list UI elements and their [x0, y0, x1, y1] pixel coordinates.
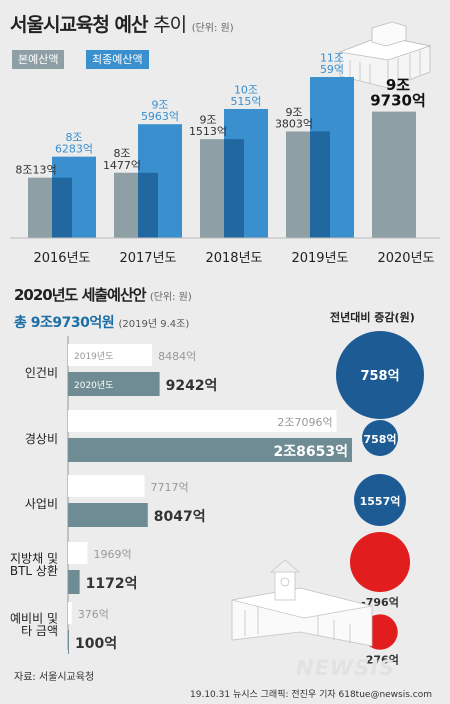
value-label-2020: 1172억: [86, 576, 138, 592]
chart-title: 서울시교육청 예산 추이 (단위: 원): [10, 10, 234, 37]
bar-2019: [68, 602, 72, 624]
credit-line: 19.10.31 뉴시스 그래픽: 전진우 기자 618tue@newsis.c…: [190, 690, 433, 700]
original-value-label: 9조 1513억: [189, 114, 227, 139]
bar-2019: [68, 344, 153, 366]
change-title: 전년대비 증감(원): [330, 311, 415, 324]
bar-overlap: [52, 177, 72, 238]
total-prev: (2019년 9.4조): [118, 319, 190, 330]
bar-2020: [68, 570, 80, 594]
section2-title-text: 2020년도 세출예산안: [14, 286, 147, 304]
category-label: 지방채 및 BTL 상환: [10, 551, 58, 578]
final-value-label: 10조 515억: [230, 83, 261, 108]
total-budget: 총 9조9730억원 (2019년 9.4조): [14, 312, 189, 332]
value-label-2019: 376억: [78, 608, 109, 621]
category-tick-label: 2018년도: [205, 251, 262, 266]
bar-2019: [68, 410, 337, 432]
bar-2019: [68, 475, 145, 497]
source-note: 자료: 서울시교육청: [14, 672, 95, 683]
title-suffix: 추이: [153, 14, 187, 36]
value-label-2020: 9242억: [166, 378, 218, 394]
bar-2020: [68, 503, 148, 527]
highlight-value-label: 9조 9730억: [370, 76, 426, 110]
horizontal-bar-group: 8484억 9242억 2019년도 2020년도 인건비 2조7096억 2조8653억 경…: [10, 336, 352, 654]
change-label: -276억: [361, 654, 399, 667]
change-label: 758억: [363, 433, 396, 446]
category-tick-label: 2020년도: [377, 251, 434, 266]
series-name-2020: 2020년도: [74, 380, 113, 391]
title-unit: (단위: 원): [191, 23, 234, 34]
change-circle: [362, 420, 398, 456]
bar-2020: [68, 630, 69, 654]
category-label: 사업비: [25, 497, 58, 511]
value-label-2019: 2조7096억: [277, 416, 332, 429]
original-value-label: 8조 1477억: [103, 147, 141, 172]
bar-2019: [68, 542, 88, 564]
title-main: 서울시교육청 예산: [10, 14, 148, 36]
value-label-2019: 8484억: [158, 350, 196, 363]
legend-final: 최종예산액: [86, 50, 149, 69]
school-illustration: [231, 559, 373, 647]
final-value-label: 9조 5963억: [141, 99, 179, 124]
change-label: 758억: [360, 369, 399, 384]
watermark: NEWSIS: [296, 656, 396, 680]
bar-overlap: [224, 139, 244, 238]
final-value-label: 11조 59억: [320, 51, 344, 76]
bar-overlap: [310, 131, 330, 238]
legend-original: 본예산액: [12, 50, 65, 69]
value-label-2019: 7717억: [150, 481, 188, 494]
change-label: 1557억: [360, 495, 401, 508]
value-label-2020: 2조8653억: [274, 444, 348, 460]
bar-2020: [68, 372, 160, 396]
category-label: 경상비: [25, 432, 58, 446]
bar-overlap: [138, 172, 158, 238]
value-label-2020: 8047억: [154, 509, 206, 525]
category-tick-label: 2019년도: [291, 251, 348, 266]
original-value-label: 9조 3803억: [275, 106, 313, 131]
bar-original: [372, 111, 416, 238]
change-circle: [336, 331, 424, 419]
final-value-label: 8조 6283억: [55, 131, 93, 156]
original-value-label: 8조13억: [15, 164, 56, 177]
section2-unit: (단위: 원): [149, 292, 192, 303]
bar-2020: [68, 438, 352, 462]
value-label-2019: 1969억: [94, 548, 132, 561]
building-illustration-top: [338, 21, 432, 89]
category-label: 인건비: [25, 366, 58, 380]
change-circle: [354, 474, 406, 526]
series-name-2019: 2019년도: [74, 351, 113, 362]
change-circle: [349, 531, 411, 593]
category-tick-label: 2016년도: [33, 251, 90, 266]
total-label: 총 9조9730억원: [14, 315, 115, 331]
section2-title: 2020년도 세출예산안 (단위: 원): [14, 284, 192, 305]
category-tick-label: 2017년도: [119, 251, 176, 266]
value-label-2020: 100억: [75, 636, 117, 652]
